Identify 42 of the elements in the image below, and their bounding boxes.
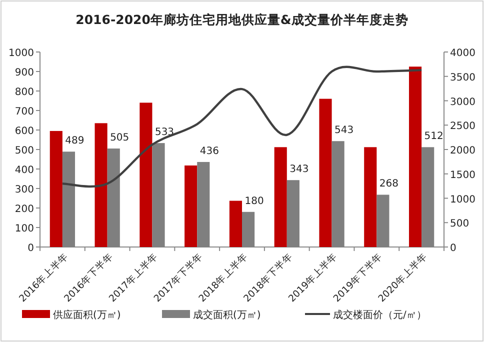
legend-label: 成交面积(万㎡): [193, 309, 261, 321]
y2-tick-label: 2000: [450, 146, 476, 156]
data-label: 180: [244, 196, 264, 207]
data-label: 436: [200, 146, 219, 157]
y2-tick-label: 0: [450, 243, 456, 254]
bar: [319, 98, 332, 247]
y-tick-label: 500: [14, 146, 34, 156]
bar: [274, 147, 287, 247]
legend-label: 成交楼面价（元/㎡）: [333, 309, 426, 321]
y2-tick-label: 1000: [450, 194, 476, 206]
y2-tick-label: 4000: [450, 48, 476, 59]
y-tick-label: 800: [14, 87, 34, 98]
y-tick-label: 400: [14, 165, 34, 176]
y-tick-label: 100: [14, 224, 34, 234]
y-tick-label: 1000: [8, 48, 34, 59]
chart-title: 2016-2020年廊坊住宅用地供应量&成交量价半年度走势: [76, 12, 408, 27]
y-tick-label: 700: [14, 106, 34, 118]
y2-tick-label: 500: [450, 218, 470, 230]
y-tick-label: 0: [28, 243, 34, 254]
y2-tick-label: 2500: [450, 121, 476, 132]
data-label: 489: [65, 136, 84, 147]
y-tick-label: 600: [14, 126, 34, 137]
data-label: 512: [424, 131, 444, 142]
y-tick-label: 900: [14, 68, 34, 78]
bar: [94, 123, 108, 247]
bar: [408, 66, 422, 247]
y2-tick-label: 1500: [450, 170, 476, 181]
y2-tick-label: 3500: [450, 72, 476, 84]
bar: [140, 102, 152, 247]
data-label: 343: [290, 164, 309, 176]
bar: [50, 130, 62, 247]
y-tick-label: 200: [14, 204, 34, 215]
data-label: 543: [334, 125, 354, 136]
data-label: 268: [379, 178, 398, 190]
bar: [364, 147, 377, 247]
data-label: 533: [154, 127, 174, 138]
legend-label: 供应面积(万㎡): [53, 309, 121, 321]
y-tick-label: 300: [14, 184, 34, 196]
data-label: 505: [110, 132, 130, 144]
bar: [229, 200, 242, 247]
y2-tick-label: 3000: [450, 96, 476, 108]
bar: [184, 165, 198, 247]
